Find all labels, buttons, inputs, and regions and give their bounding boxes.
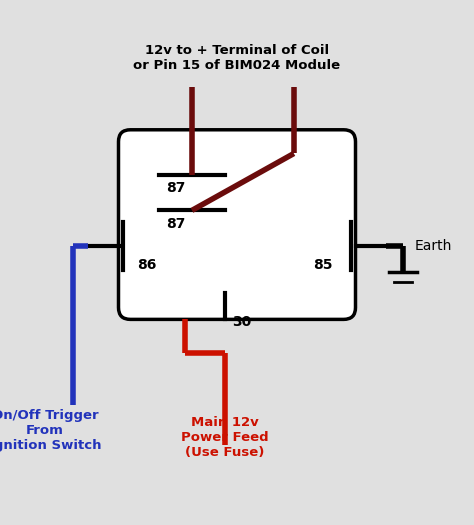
Text: 87: 87: [166, 216, 185, 230]
Text: 30: 30: [232, 314, 252, 329]
Text: 85: 85: [313, 258, 332, 272]
Text: Earth: Earth: [415, 239, 452, 253]
Text: 12v to + Terminal of Coil
or Pin 15 of BIM024 Module: 12v to + Terminal of Coil or Pin 15 of B…: [134, 45, 340, 72]
Text: 86: 86: [137, 258, 157, 272]
Text: Main 12v
Power Feed
(Use Fuse): Main 12v Power Feed (Use Fuse): [182, 416, 269, 459]
FancyBboxPatch shape: [118, 130, 356, 319]
Text: On/Off Trigger
From
Ignition Switch: On/Off Trigger From Ignition Switch: [0, 410, 101, 453]
Text: 87: 87: [166, 181, 185, 195]
